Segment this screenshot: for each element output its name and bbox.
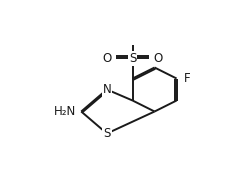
Text: F: F bbox=[184, 72, 190, 85]
Text: S: S bbox=[129, 52, 136, 65]
Text: H₂N: H₂N bbox=[54, 105, 76, 118]
Text: S: S bbox=[103, 127, 111, 140]
Text: O: O bbox=[153, 52, 162, 65]
Text: N: N bbox=[102, 83, 111, 96]
Text: O: O bbox=[103, 52, 112, 65]
